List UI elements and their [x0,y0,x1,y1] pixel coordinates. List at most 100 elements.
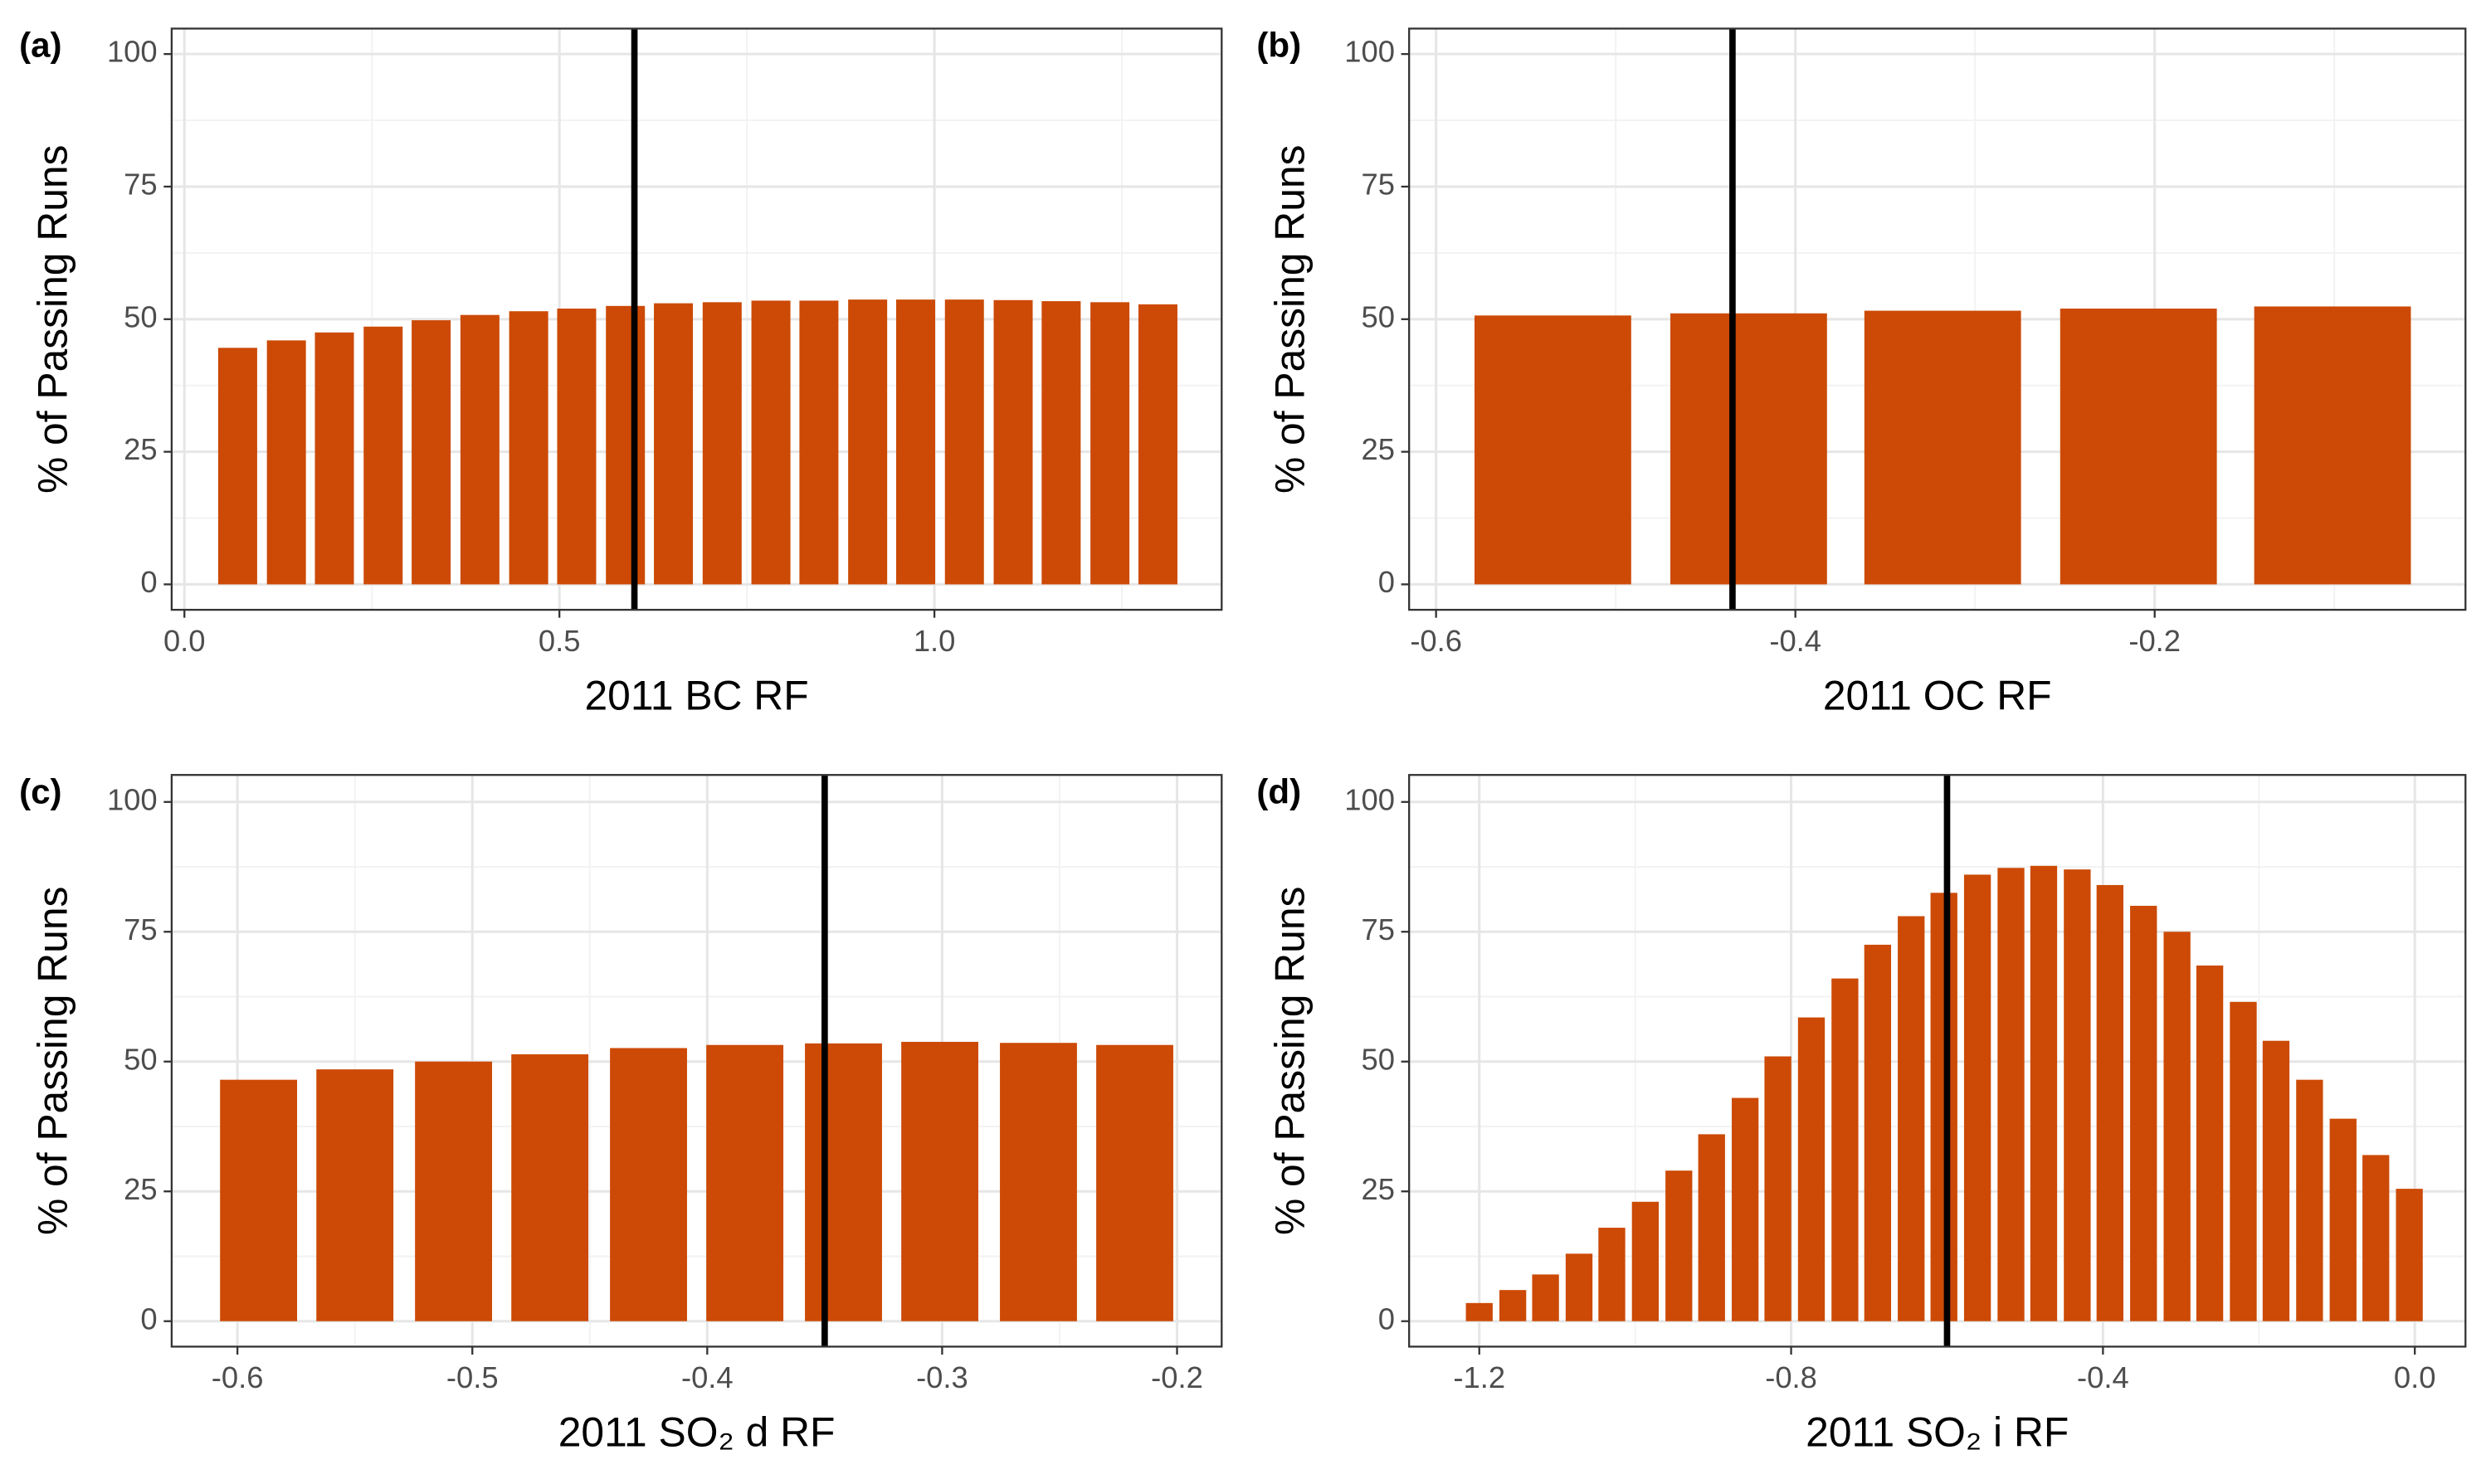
y-tick-label: 25 [124,432,157,466]
bar [1000,1043,1077,1321]
y-tick-label: 0 [1378,1302,1395,1336]
y-axis-title: % of Passing Runs [1267,145,1314,494]
bar [1598,1228,1626,1321]
bar [751,300,791,585]
bar [1499,1290,1527,1321]
y-tick-label: 100 [1344,782,1395,816]
bar [944,299,984,585]
x-tick-label: 1.0 [914,624,956,658]
x-tick-label: -0.5 [446,1360,499,1394]
bar [2262,1040,2290,1321]
bar [896,299,936,585]
x-axis-title: 2011 BC RF [585,672,809,718]
y-tick-label: 0 [140,565,157,599]
bar [415,1061,493,1321]
panel-border [1408,27,2467,611]
bar [1465,1302,1493,1321]
bar [557,309,597,585]
x-tick-label: -0.4 [2077,1360,2129,1394]
bar [1565,1253,1593,1321]
x-tick-label: 0.0 [163,624,206,658]
bar [2196,965,2224,1321]
y-tick-label: 50 [1361,1042,1394,1076]
x-tick-label: -0.4 [681,1360,734,1394]
bar [1698,1134,1725,1321]
bar [2296,1079,2323,1321]
bar [509,311,548,585]
bar [2396,1189,2423,1321]
bar [2254,306,2411,585]
x-axis-title: 2011 SO₂ i RF [1806,1409,2069,1456]
bar [1864,310,2021,585]
y-tick-label: 50 [124,1042,157,1076]
bar [2096,884,2123,1321]
y-tick-label: 25 [1361,432,1394,466]
y-tick-label: 50 [1361,299,1394,333]
y-axis-title: % of Passing Runs [29,145,76,494]
y-axis-title: % of Passing Runs [1267,887,1314,1235]
bar [901,1041,979,1321]
bar [606,305,646,585]
y-axis-title: % of Passing Runs [29,887,76,1235]
x-tick-label: 0.5 [539,624,581,658]
bar [412,320,451,585]
panel-label: (a) [19,26,61,65]
bar [1797,1017,1826,1321]
bar [266,340,306,585]
panel-label: (c) [19,771,61,810]
bar [1532,1274,1559,1321]
x-tick-label: -0.3 [916,1360,968,1394]
y-tick-label: 100 [107,782,158,816]
bar [1041,301,1081,585]
panel-border [170,774,1223,1348]
y-tick-label: 75 [1361,168,1394,202]
bar [702,302,742,585]
bar [1963,874,1991,1321]
bar [1670,313,1827,585]
bar [2060,309,2217,585]
bar [1096,1044,1173,1321]
bar [2230,1001,2257,1321]
bar [217,348,257,585]
x-tick-label: -0.6 [1410,624,1462,658]
x-tick-label: -0.6 [212,1360,264,1394]
bar [2362,1155,2390,1321]
bar [2064,869,2091,1321]
bar [1864,944,1892,1321]
bar [1831,978,1859,1321]
bar [2030,865,2058,1321]
bar [610,1048,687,1321]
y-tick-label: 100 [107,35,158,69]
y-tick-label: 50 [124,299,157,333]
y-tick-label: 75 [124,912,157,946]
bar [1898,916,1925,1321]
x-tick-label: -1.2 [1453,1360,1505,1394]
y-tick-label: 0 [1378,565,1395,599]
x-tick-label: -0.8 [1765,1360,1817,1394]
panel-border [170,27,1223,611]
bar [1474,315,1631,585]
x-tick-label: -0.2 [2128,624,2181,658]
bar [1090,302,1130,585]
y-tick-label: 75 [124,168,157,202]
y-tick-label: 25 [1361,1172,1394,1206]
bar [2329,1118,2357,1321]
x-tick-label: 0.0 [2394,1360,2436,1394]
bar [314,332,354,585]
x-axis-title: 2011 OC RF [1823,672,2052,718]
bar [316,1069,394,1321]
y-tick-label: 75 [1361,912,1394,946]
bar [220,1079,298,1321]
bar [848,299,888,585]
bar [460,314,500,585]
bar [654,303,694,585]
bar [2163,932,2191,1321]
y-tick-label: 0 [140,1302,157,1336]
panel-label: (b) [1256,26,1301,65]
bar [706,1044,784,1321]
panel-border [1408,774,2467,1348]
bar [1631,1201,1660,1321]
x-tick-label: -0.4 [1769,624,1821,658]
bar [1764,1056,1791,1321]
